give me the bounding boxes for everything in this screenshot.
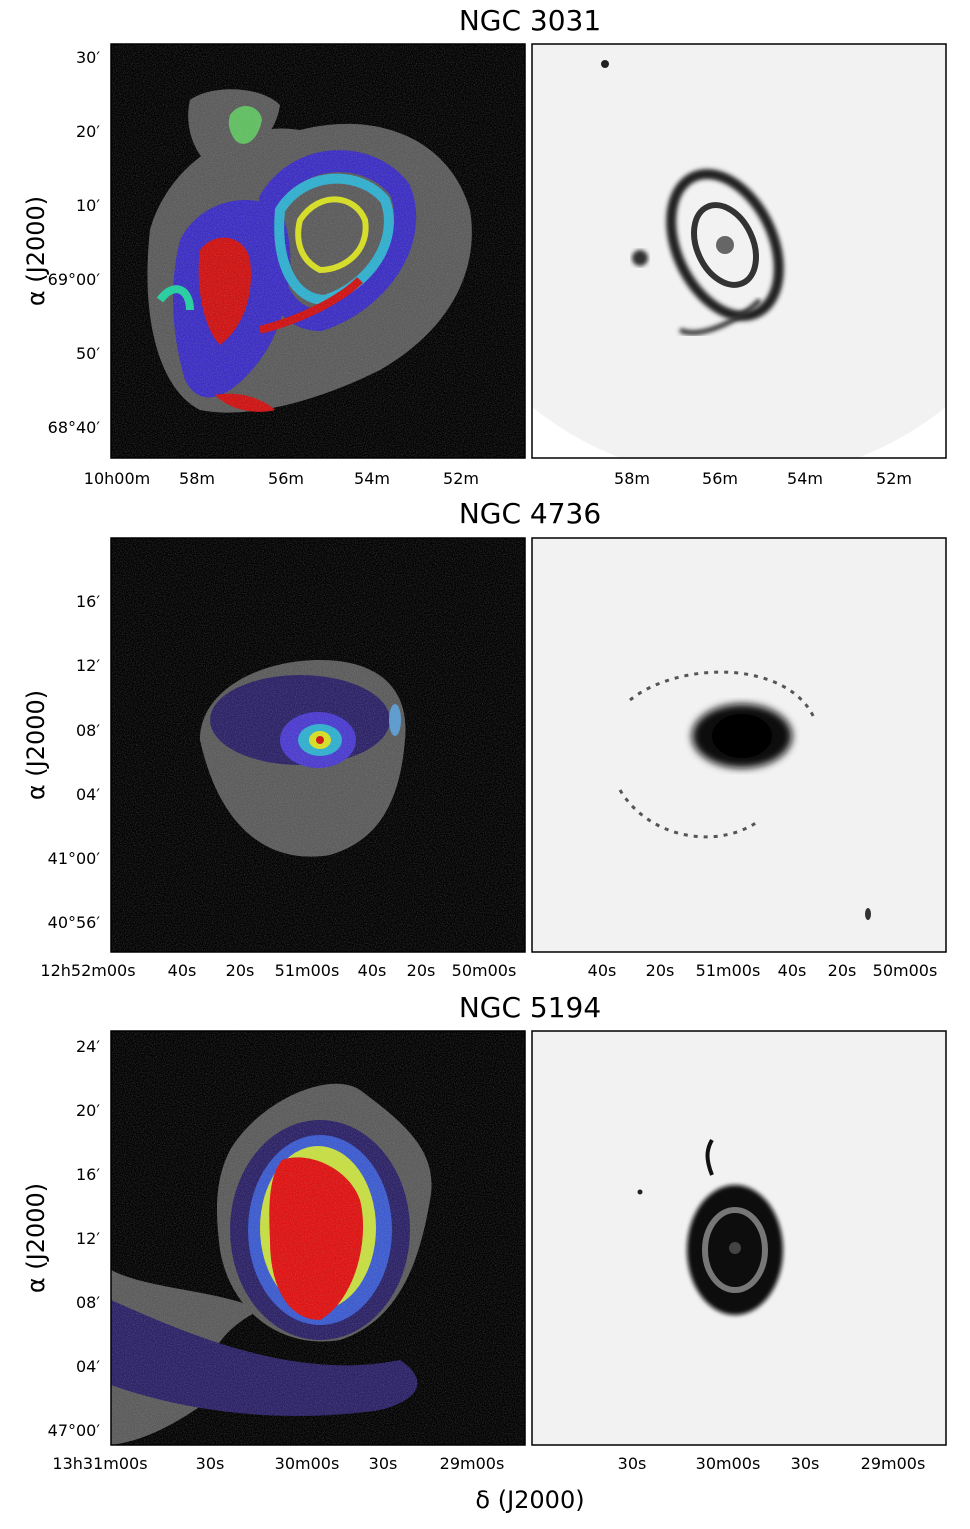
- hi-image-ngc4736: [111, 538, 525, 952]
- x-tick: 30m00s: [696, 1454, 761, 1473]
- y-tick: 08′: [76, 721, 100, 740]
- panel-ngc3031: NGC 3031: [22, 4, 947, 488]
- x-tick: 51m00s: [275, 961, 340, 980]
- y-ticks-ngc4736: 16′ 12′ 08′ 04′ 41°00′ 40°56′: [48, 592, 101, 932]
- x-tick: 40s: [778, 961, 807, 980]
- y-tick: 16′: [76, 592, 100, 611]
- x-tick: 52m: [876, 469, 912, 488]
- y-tick: 12′: [76, 656, 100, 675]
- x-ticks-right-ngc5194: 30s 30m00s 30s 29m00s: [618, 1454, 926, 1473]
- x-ticks-right-ngc4736: 40s 20s 51m00s 40s 20s 50m00s: [588, 961, 938, 980]
- panel-title: NGC 4736: [459, 497, 601, 530]
- y-tick: 50′: [76, 344, 100, 363]
- x-tick: 13h31m00s: [52, 1454, 147, 1473]
- x-tick: 54m: [787, 469, 823, 488]
- y-tick: 10′: [76, 196, 100, 215]
- x-ticks-left-ngc3031: 10h00m 58m 56m 54m 52m: [84, 469, 479, 488]
- y-ticks-ngc3031: 30′ 20′ 10′ 69°00′ 50′ 68°40′: [48, 48, 101, 437]
- x-tick: 12h52m00s: [40, 961, 135, 980]
- x-tick: 56m: [268, 469, 304, 488]
- x-tick: 54m: [354, 469, 390, 488]
- x-tick: 58m: [179, 469, 215, 488]
- x-tick: 20s: [646, 961, 675, 980]
- y-tick: 40°56′: [48, 913, 101, 932]
- panel-title: NGC 3031: [459, 4, 601, 37]
- x-tick: 56m: [702, 469, 738, 488]
- y-tick: 08′: [76, 1293, 100, 1312]
- y-tick: 04′: [76, 1357, 100, 1376]
- x-tick: 30s: [618, 1454, 647, 1473]
- x-tick: 58m: [614, 469, 650, 488]
- y-tick: 41°00′: [48, 849, 101, 868]
- y-axis-label: α (J2000): [22, 196, 50, 306]
- x-tick: 30s: [196, 1454, 225, 1473]
- x-tick: 52m: [443, 469, 479, 488]
- x-tick: 20s: [407, 961, 436, 980]
- x-tick: 20s: [828, 961, 857, 980]
- y-tick: 16′: [76, 1165, 100, 1184]
- x-tick: 51m00s: [696, 961, 761, 980]
- hi-image-ngc3031: [111, 44, 525, 458]
- x-axis-label: δ (J2000): [475, 1486, 584, 1514]
- y-tick: 20′: [76, 1101, 100, 1120]
- x-tick: 29m00s: [440, 1454, 505, 1473]
- y-tick: 20′: [76, 122, 100, 141]
- y-tick: 04′: [76, 785, 100, 804]
- x-tick: 10h00m: [84, 469, 150, 488]
- x-tick: 40s: [168, 961, 197, 980]
- y-ticks-ngc5194: 24′ 20′ 16′ 12′ 08′ 04′ 47°00′: [48, 1037, 101, 1440]
- x-ticks-left-ngc4736: 12h52m00s 40s 20s 51m00s 40s 20s 50m00s: [40, 961, 516, 980]
- x-tick: 40s: [358, 961, 387, 980]
- y-tick: 30′: [76, 48, 100, 67]
- x-tick: 30s: [791, 1454, 820, 1473]
- optical-image-ngc5194: [532, 1031, 946, 1445]
- x-tick: 50m00s: [873, 961, 938, 980]
- x-tick: 29m00s: [861, 1454, 926, 1473]
- optical-image-ngc4736: [532, 538, 946, 952]
- y-tick: 69°00′: [48, 270, 101, 289]
- x-ticks-left-ngc5194: 13h31m00s 30s 30m00s 30s 29m00s: [52, 1454, 504, 1473]
- y-tick: 24′: [76, 1037, 100, 1056]
- y-tick: 68°40′: [48, 418, 101, 437]
- panel-title: NGC 5194: [459, 991, 601, 1024]
- x-ticks-right-ngc3031: 58m 56m 54m 52m: [614, 469, 912, 488]
- y-tick: 47°00′: [48, 1421, 101, 1440]
- panel-ngc5194: NGC 5194: [22, 991, 947, 1514]
- x-tick: 20s: [226, 961, 255, 980]
- optical-image-ngc3031: [532, 44, 946, 458]
- y-axis-label: α (J2000): [22, 1183, 50, 1293]
- x-tick: 30s: [369, 1454, 398, 1473]
- hi-image-ngc5194: [111, 1031, 525, 1445]
- x-tick: 30m00s: [275, 1454, 340, 1473]
- x-tick: 40s: [588, 961, 617, 980]
- y-tick: 12′: [76, 1229, 100, 1248]
- x-tick: 50m00s: [452, 961, 517, 980]
- y-axis-label: α (J2000): [22, 690, 50, 800]
- panel-ngc4736: NGC 4736: [22, 497, 947, 980]
